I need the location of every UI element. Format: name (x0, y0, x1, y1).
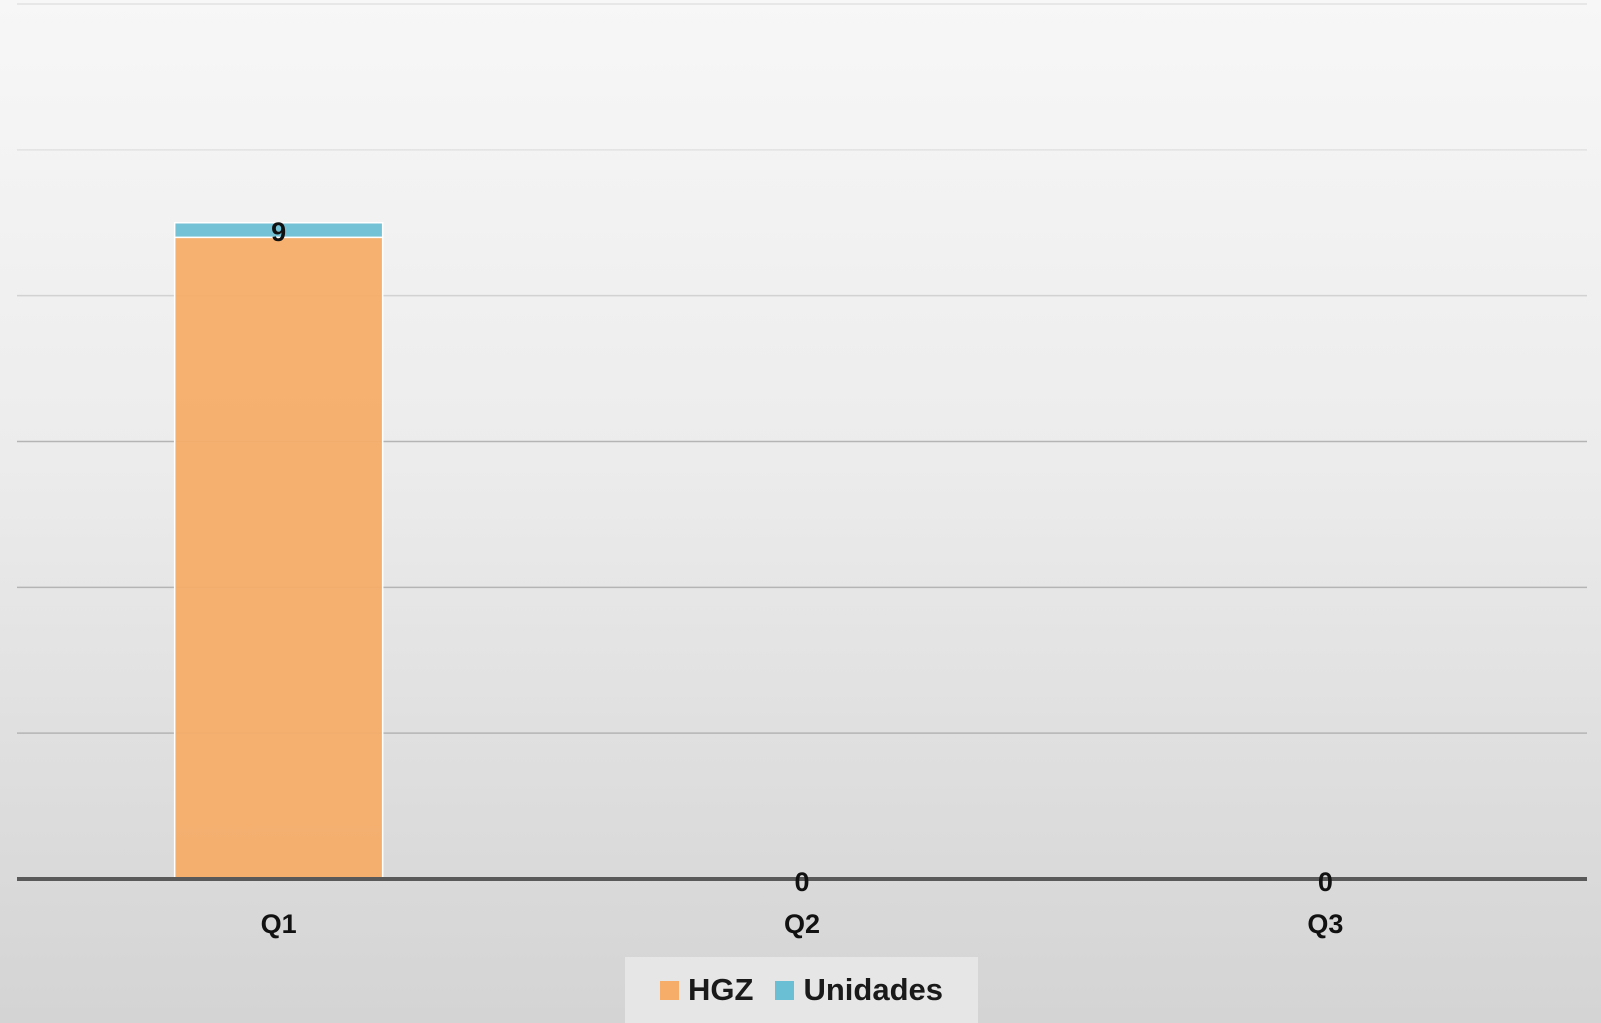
data-label-q3: 0 (1318, 867, 1333, 897)
data-label-q2: 0 (794, 867, 809, 897)
legend-swatch-hgz (660, 980, 680, 1000)
legend-swatch-unidades (775, 980, 795, 1000)
x-tick-label-q1: Q1 (261, 909, 297, 939)
bar-hgz-q1 (173, 236, 384, 880)
x-tick-label-q2: Q2 (784, 909, 820, 939)
data-label-q1: 9 (271, 217, 286, 247)
legend-item-unidades: Unidades (775, 972, 943, 1008)
chart-legend: HGZ Unidades (625, 957, 978, 1023)
x-tick-label-q3: Q3 (1307, 909, 1343, 939)
legend-label-hgz: HGZ (688, 972, 754, 1007)
legend-item-hgz: HGZ (660, 972, 753, 1008)
bar-unidades-q1 (173, 222, 384, 239)
legend-label-unidades: Unidades (803, 972, 943, 1007)
